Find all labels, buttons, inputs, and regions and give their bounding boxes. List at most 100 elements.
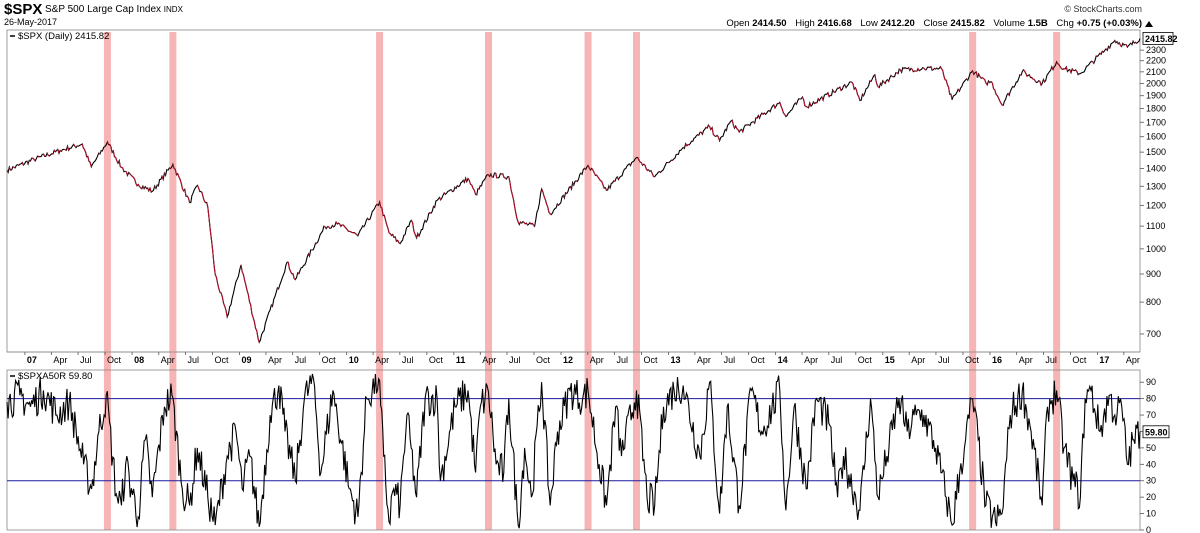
date-tick-month: Jul <box>724 355 736 365</box>
price-ytick-label: 1100 <box>1146 221 1165 231</box>
date-tick-month: Apr <box>268 355 282 365</box>
date-tick-year: 08 <box>134 355 144 365</box>
spx-price-down-segments <box>6 40 1137 343</box>
date-tick-month: Oct <box>429 355 444 365</box>
date-tick-year: 16 <box>992 355 1002 365</box>
price-ytick-label: 800 <box>1146 297 1161 307</box>
date-tick-year: 13 <box>670 355 680 365</box>
date-tick-year: 10 <box>349 355 359 365</box>
date-tick-month: Apr <box>482 355 496 365</box>
date-tick-month: Apr <box>1126 355 1140 365</box>
price-panel: 7008009001000110012001300140015001600170… <box>6 29 1178 530</box>
price-ytick-label: 1400 <box>1146 164 1166 174</box>
price-ytick-label: 1700 <box>1146 117 1166 127</box>
highlight-band-4 <box>485 32 493 530</box>
date-axis: 07 Apr Jul Oct 08 Apr Jul Oct 09 Apr Jul Oct 10 Apr Ju… <box>7 351 1140 365</box>
price-ytick-label: 2100 <box>1146 67 1166 77</box>
date-tick-month: Apr <box>590 355 604 365</box>
high-value: 2416.68 <box>817 18 852 29</box>
stockcharts-watermark: © StockCharts.com <box>1064 4 1142 14</box>
date-tick-month: Oct <box>643 355 658 365</box>
date-tick-month: Jul <box>1045 355 1057 365</box>
osc-ytick-label: 70 <box>1146 410 1156 420</box>
osc-legend: $SPXA50R 59.80 <box>18 371 92 382</box>
osc-ytick-label: 90 <box>1146 377 1156 387</box>
chart-date: 26-May-2017 <box>4 17 58 27</box>
index-name: S&P 500 Large Cap Index <box>45 4 162 15</box>
close-value: 2415.82 <box>950 18 985 29</box>
chart-name: S&P 500 Large Cap Index INDX <box>45 4 183 15</box>
date-tick-month: Jul <box>80 355 92 365</box>
osc-ytick-label: 10 <box>1146 509 1156 519</box>
date-tick-year: 14 <box>778 355 788 365</box>
price-last-value: 2415.82 <box>1145 34 1178 44</box>
date-tick-month: Jul <box>938 355 950 365</box>
date-tick-month: Jul <box>616 355 628 365</box>
date-tick-month: Apr <box>53 355 67 365</box>
osc-ytick-label: 0 <box>1146 525 1151 533</box>
date-tick-month: Jul <box>188 355 200 365</box>
ohlc-readout: Open 2414.50 High 2416.68 Low 2412.20 Cl… <box>720 18 1142 29</box>
date-tick-year: 11 <box>456 355 466 365</box>
date-tick-month: Apr <box>911 355 925 365</box>
date-tick-month: Apr <box>804 355 818 365</box>
open-value: 2414.50 <box>752 18 787 29</box>
date-tick-month: Jul <box>509 355 521 365</box>
osc-ytick-label: 30 <box>1146 476 1156 486</box>
date-tick-year: 17 <box>1099 355 1109 365</box>
date-tick-month: Apr <box>1019 355 1033 365</box>
price-ytick-label: 1800 <box>1146 104 1166 114</box>
price-ytick-label: 1200 <box>1146 200 1166 210</box>
osc-last-value-box <box>1142 425 1170 439</box>
chart-symbol: $SPX <box>4 1 43 18</box>
date-tick-month: Jul <box>295 355 307 365</box>
highlight-band-6 <box>632 32 640 530</box>
date-tick-month: Jul <box>402 355 414 365</box>
date-tick-month: Apr <box>161 355 175 365</box>
low-value: 2412.20 <box>880 18 915 29</box>
date-tick-month: Oct <box>965 355 980 365</box>
exchange-label: INDX <box>163 5 183 14</box>
highlight-band-5 <box>584 32 592 530</box>
osc-ytick-label: 40 <box>1146 459 1156 469</box>
date-tick-month: Jul <box>831 355 843 365</box>
price-ytick-label: 1300 <box>1146 181 1166 191</box>
price-ytick-label: 1900 <box>1146 91 1166 101</box>
date-tick-month: Oct <box>536 355 551 365</box>
price-ytick-label: 1000 <box>1146 244 1166 254</box>
date-tick-month: Oct <box>858 355 873 365</box>
osc-ytick-label: 80 <box>1146 394 1156 404</box>
low-label: Low <box>860 18 878 29</box>
volume-value: 1.5B <box>1027 18 1048 29</box>
price-ytick-label: 1500 <box>1146 147 1166 157</box>
volume-label: Volume <box>993 18 1026 29</box>
date-tick-year: 09 <box>242 355 252 365</box>
price-ytick-label: 2200 <box>1146 56 1166 66</box>
date-tick-month: Apr <box>697 355 711 365</box>
high-label: High <box>795 18 815 29</box>
price-ytick-label: 900 <box>1146 269 1161 279</box>
highlight-band-3 <box>376 32 384 530</box>
up-arrow-icon <box>1145 21 1153 27</box>
date-tick-month: Oct <box>322 355 337 365</box>
price-ytick-label: 2300 <box>1146 45 1166 55</box>
highlight-band-7 <box>969 32 977 530</box>
highlight-band-8 <box>1053 32 1061 530</box>
price-ytick-label: 700 <box>1146 329 1161 339</box>
chg-label: Chg <box>1056 18 1074 29</box>
date-tick-month: Oct <box>1072 355 1087 365</box>
date-tick-month: Oct <box>751 355 766 365</box>
close-label: Close <box>923 18 948 29</box>
price-ytick-label: 2000 <box>1146 78 1166 88</box>
open-label: Open <box>726 18 750 29</box>
date-tick-month: Apr <box>375 355 389 365</box>
price-last-value-box <box>1142 32 1174 45</box>
chg-value: +0.75 (+0.03%) <box>1076 18 1143 29</box>
osc-last-value: 59.80 <box>1145 427 1168 437</box>
price-ytick-label: 1600 <box>1146 132 1166 142</box>
highlight-band-2 <box>169 32 177 530</box>
price-legend: $SPX (Daily) 2415.82 <box>18 31 109 42</box>
spxa50r-line <box>6 373 1141 529</box>
